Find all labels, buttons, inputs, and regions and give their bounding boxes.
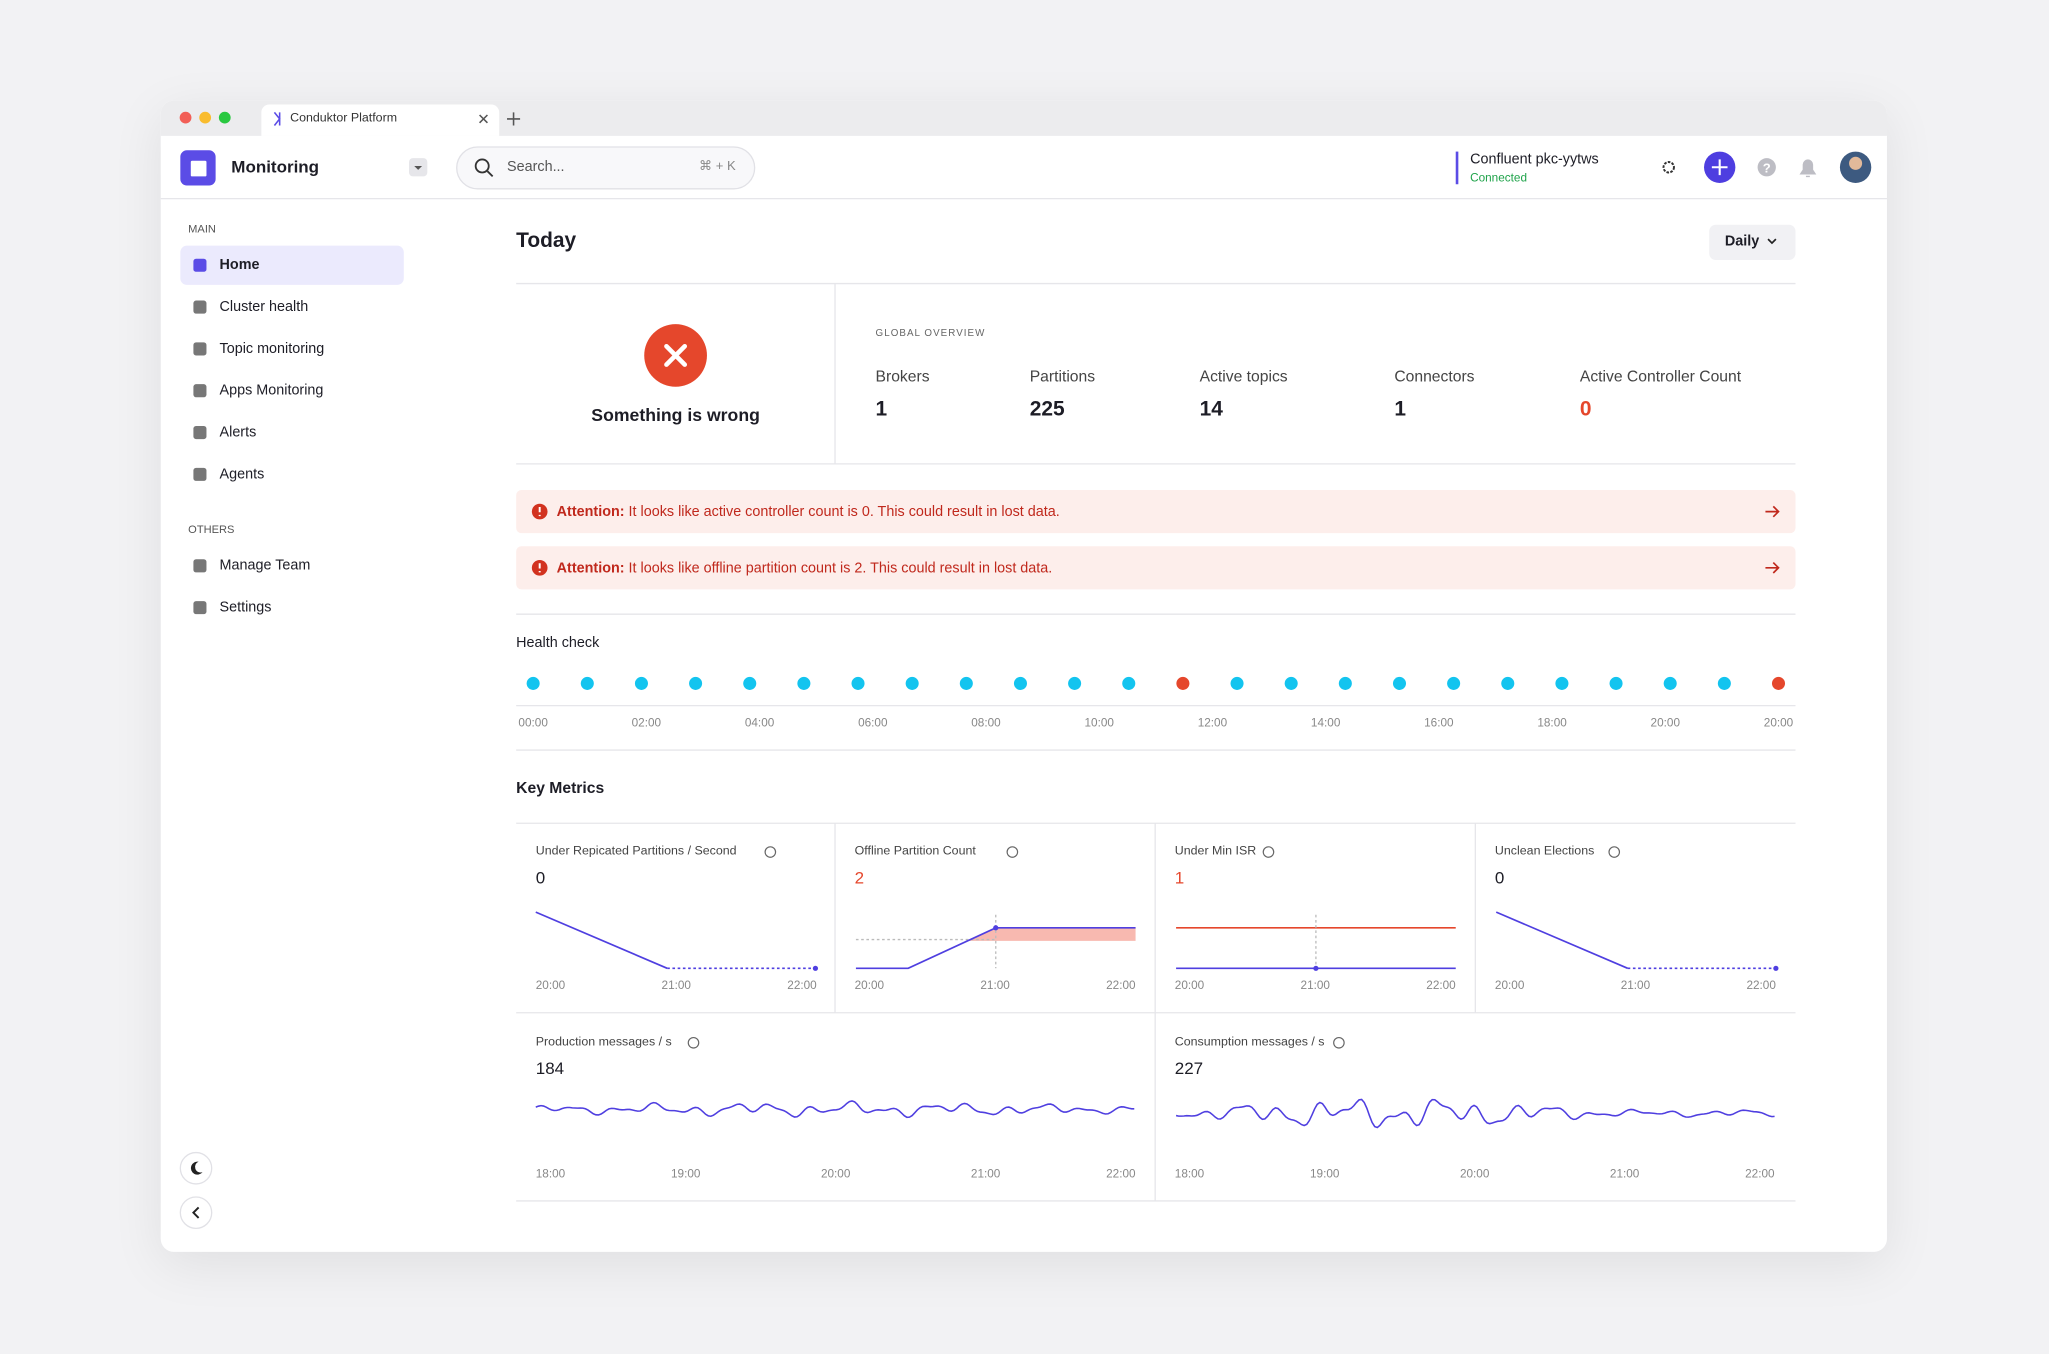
nav-item[interactable]: Alerts (219, 424, 257, 441)
time-label: 22:00 (787, 978, 817, 992)
time-label: 18:00 (535, 1166, 566, 1181)
stat-value: 14 (1199, 398, 1223, 421)
stat-value: 0 (1579, 398, 1592, 421)
stat-value: 1 (1394, 398, 1406, 421)
card-value: 184 (535, 1058, 565, 1079)
search-box[interactable] (456, 146, 756, 190)
time-label: 08:00 (971, 716, 1001, 730)
app-name: Monitoring (231, 156, 320, 177)
time-label: 04:00 (744, 716, 775, 730)
stat-label: Brokers (875, 367, 930, 386)
time-label: 20:00 (1494, 978, 1525, 992)
alert-banner[interactable] (516, 490, 1796, 534)
time-label: 02:00 (631, 716, 662, 730)
period-select[interactable] (1709, 224, 1796, 261)
time-label: 14:00 (1310, 716, 1341, 730)
nav-item[interactable]: Home (219, 257, 260, 274)
app-switcher[interactable] (409, 158, 428, 177)
time-label: 20:00 (1763, 716, 1794, 730)
stat-label: Active topics (1199, 367, 1288, 386)
stat-label: Active Controller Count (1579, 367, 1742, 386)
browser-window (160, 100, 1887, 1252)
time-label: 21:00 (661, 978, 691, 992)
time-label: 22:00 (1106, 978, 1136, 992)
card-value: 2 (854, 867, 865, 888)
nav-item[interactable]: Agents (219, 466, 265, 483)
cluster-status: Connected (1470, 171, 1528, 185)
time-label: 19:00 (1310, 1166, 1340, 1181)
page-title: Today (516, 229, 577, 253)
time-label: 22:00 (1745, 1166, 1775, 1181)
sidebar-section-title: MAIN (188, 222, 216, 236)
nav-item[interactable]: Cluster health (219, 299, 309, 315)
time-label: 10:00 (1084, 716, 1114, 730)
time-label: 21:00 (970, 1166, 1001, 1181)
tab-title: Conduktor Platform (290, 111, 398, 126)
time-label: 16:00 (1424, 716, 1454, 730)
time-label: 22:00 (1746, 978, 1776, 992)
alert-banner[interactable] (516, 546, 1796, 590)
sidebar-section-title: OTHERS (188, 522, 235, 536)
time-label: 21:00 (1300, 978, 1330, 992)
nav-item[interactable]: Manage Team (219, 557, 311, 574)
time-label: 06:00 (858, 716, 888, 730)
time-label: 12:00 (1197, 716, 1228, 730)
search-placeholder: Search... (507, 159, 565, 176)
nav-item-active (180, 245, 404, 285)
time-label: 20:00 (1459, 1166, 1490, 1181)
alert-text: It looks like active controller count is… (624, 503, 1060, 520)
time-label: 20:00 (1174, 978, 1205, 992)
nav-item[interactable]: Topic monitoring (219, 341, 325, 357)
time-label: 18:00 (1174, 1166, 1205, 1181)
card-value: 0 (535, 867, 546, 888)
time-label: 18:00 (1537, 716, 1567, 730)
overview-title: GLOBAL OVERVIEW (875, 326, 986, 339)
time-label: 21:00 (1620, 978, 1651, 992)
nav-item[interactable]: Apps Monitoring (219, 382, 324, 399)
card-value: 1 (1174, 867, 1185, 888)
status-text: Something is wrong (591, 405, 760, 425)
card-title: Unclean Elections (1494, 844, 1595, 859)
time-label: 19:00 (671, 1166, 701, 1181)
time-label: 20:00 (854, 978, 885, 992)
browser-tab[interactable] (261, 104, 500, 136)
search-shortcut: ⌘ + K (699, 159, 736, 174)
time-label: 20:00 (535, 978, 566, 992)
stat-value: 1 (875, 398, 888, 421)
time-label: 21:00 (1609, 1166, 1640, 1181)
cluster-name: Confluent pkc-yytws (1470, 151, 1599, 168)
time-label: 00:00 (518, 716, 548, 730)
card-title: Under Repicated Partitions / Second (535, 844, 737, 859)
stat-value: 225 (1029, 398, 1065, 421)
time-label: 21:00 (980, 978, 1010, 992)
time-label: 20:00 (820, 1166, 851, 1181)
card-title: Production messages / s (535, 1034, 672, 1050)
stat-label: Partitions (1029, 367, 1096, 386)
time-label: 22:00 (1426, 978, 1456, 992)
alert-label: Attention: (556, 559, 625, 576)
card-value: 0 (1494, 867, 1505, 888)
section-title: Health check (516, 635, 600, 651)
time-label: 22:00 (1106, 1166, 1136, 1181)
period-value: Daily (1724, 233, 1760, 250)
card-value: 227 (1174, 1058, 1204, 1079)
alert-label: Attention: (556, 503, 625, 520)
section-title: Key Metrics (516, 778, 605, 798)
alert-message: Attention: It looks like offline partiti… (557, 556, 1053, 580)
alert-message: Attention: It looks like active controll… (557, 500, 1060, 524)
card-title: Under Min ISR (1174, 844, 1257, 859)
card-title: Consumption messages / s (1174, 1034, 1325, 1050)
nav-item[interactable]: Settings (219, 599, 272, 616)
stat-label: Connectors (1394, 367, 1475, 386)
alert-text: It looks like offline partition count is… (624, 559, 1053, 576)
time-label: 20:00 (1650, 716, 1681, 730)
card-title: Offline Partition Count (854, 844, 976, 859)
